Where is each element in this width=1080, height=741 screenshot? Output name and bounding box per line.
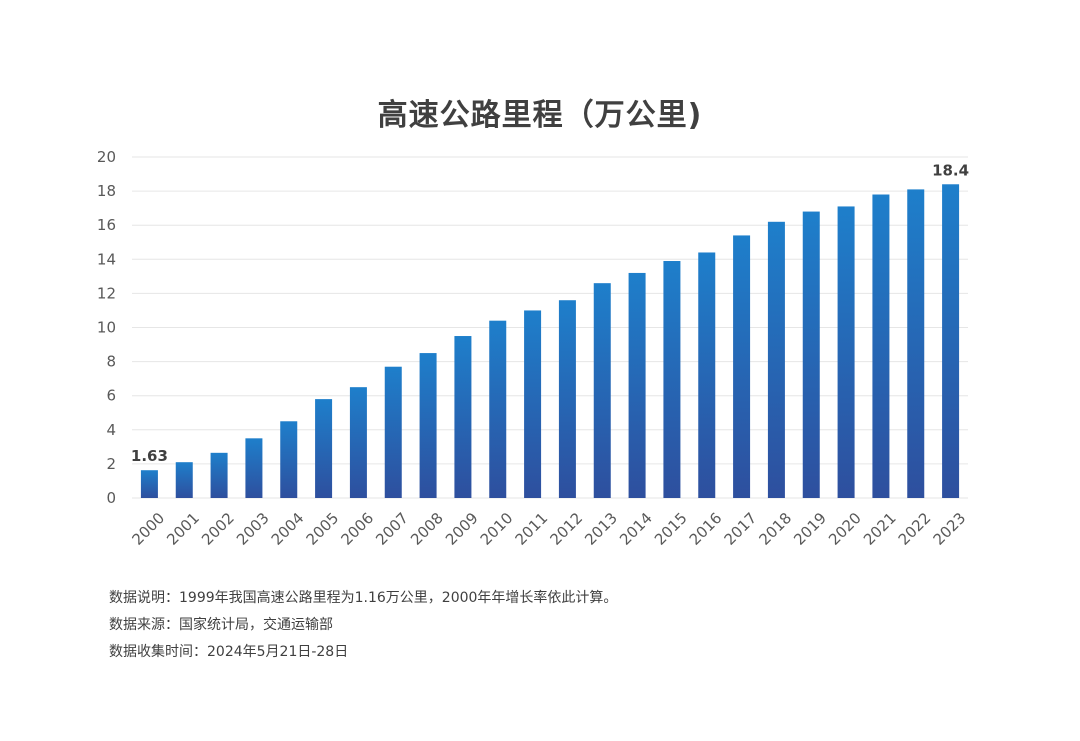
x-tick-label: 2009: [442, 509, 482, 549]
bar-2005: [315, 399, 333, 498]
bar-2017: [733, 235, 751, 498]
x-tick-label: 2023: [930, 509, 970, 549]
x-tick-label: 2005: [303, 509, 343, 549]
bar-2019: [802, 211, 820, 498]
x-tick-label: 2006: [337, 509, 377, 549]
x-tick-label: 2003: [233, 509, 273, 549]
y-tick-label: 4: [106, 421, 116, 439]
y-tick-label: 12: [97, 284, 116, 302]
bar-2003: [245, 438, 263, 498]
bar-2015: [663, 261, 681, 498]
x-axis-ticks: 2000200120022003200420052006200720082009…: [128, 509, 969, 549]
gridlines: [132, 156, 968, 499]
y-tick-label: 8: [106, 353, 116, 371]
chart-notes: 数据说明：1999年我国高速公路里程为1.16万公里，2000年年增长率依此计算…: [109, 585, 617, 666]
x-tick-label: 2004: [268, 509, 308, 549]
bar-2001: [175, 462, 193, 498]
x-tick-label: 2017: [721, 509, 761, 549]
x-tick-label: 2013: [581, 509, 621, 549]
y-tick-label: 20: [97, 148, 116, 166]
bar-2004: [280, 421, 298, 498]
bar-2010: [489, 320, 507, 498]
y-tick-label: 2: [106, 455, 116, 473]
bar-2018: [767, 221, 785, 499]
x-tick-label: 2002: [198, 509, 238, 549]
note-data-source: 数据来源：国家统计局，交通运输部: [109, 617, 333, 633]
y-tick-label: 0: [106, 489, 116, 507]
y-tick-label: 14: [97, 250, 116, 268]
note-collection-date: 数据收集时间：2024年5月21日-28日: [109, 644, 349, 660]
bar-2000: [140, 470, 158, 498]
bar-2023: [942, 184, 960, 498]
bar-2020: [837, 206, 855, 498]
x-tick-label: 2011: [512, 509, 552, 549]
note-data-description: 数据说明：1999年我国高速公路里程为1.16万公里，2000年年增长率依此计算…: [109, 590, 618, 606]
y-tick-label: 18: [97, 182, 116, 200]
x-tick-label: 2020: [825, 509, 865, 549]
bar-2016: [698, 252, 716, 498]
x-tick-label: 2001: [163, 509, 203, 549]
x-tick-label: 2019: [790, 509, 830, 549]
bar-2012: [558, 300, 576, 498]
bar-2014: [628, 272, 646, 498]
y-axis-ticks: 0 2 4 6 8 10 12 14 16 18 20: [97, 148, 116, 507]
data-label: 18.4: [932, 161, 969, 179]
data-label: 1.63: [131, 447, 168, 465]
x-tick-label: 2008: [407, 509, 447, 549]
bar-2002: [210, 452, 228, 498]
x-tick-label: 2021: [860, 509, 900, 549]
bar-2011: [524, 310, 542, 498]
x-tick-label: 2010: [477, 509, 517, 549]
bar-2008: [419, 353, 437, 498]
x-tick-label: 2022: [895, 509, 935, 549]
bar-2013: [593, 283, 611, 498]
y-tick-label: 16: [97, 216, 116, 234]
bar-2009: [454, 336, 472, 498]
y-tick-label: 10: [97, 319, 116, 337]
bar-2021: [872, 194, 890, 498]
bar-2022: [907, 189, 925, 498]
y-tick-label: 6: [106, 387, 116, 405]
x-tick-label: 2014: [616, 509, 656, 549]
data-labels: 1.63 18.4: [131, 161, 969, 465]
x-tick-label: 2012: [546, 509, 586, 549]
x-tick-label: 2018: [755, 509, 795, 549]
x-tick-label: 2007: [372, 509, 412, 549]
bars: [140, 184, 960, 499]
bar-2006: [349, 387, 367, 498]
bar-2007: [384, 366, 402, 498]
x-tick-label: 2015: [651, 509, 691, 549]
chart-title: 高速公路里程（万公里): [377, 98, 703, 133]
x-tick-label: 2016: [686, 509, 726, 549]
x-tick-label: 2000: [128, 509, 168, 549]
